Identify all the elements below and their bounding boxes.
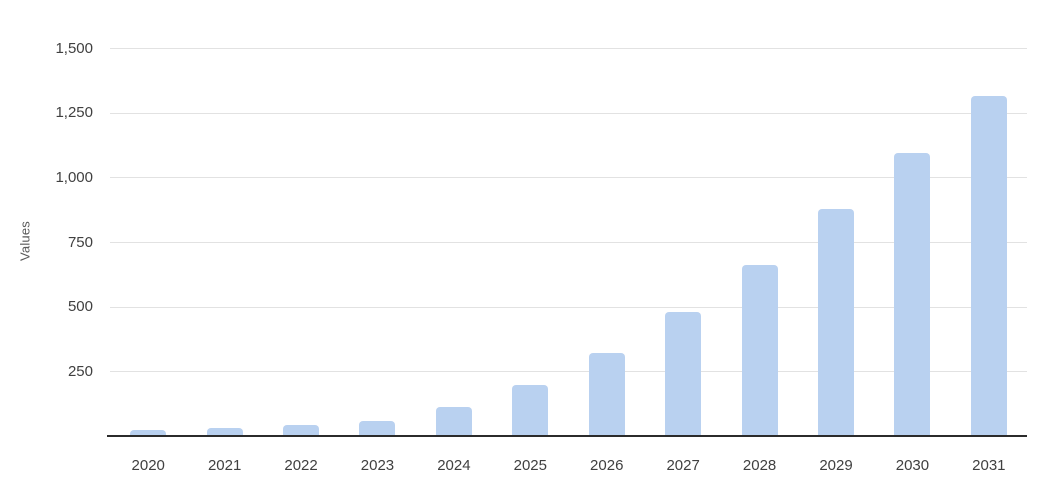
x-tick-label: 2023 xyxy=(360,457,395,474)
x-tick-label: 2031 xyxy=(972,457,1006,474)
x-axis-labels: 2020 2021 2022 2023 2024 2025 2026 2027 2028 2029… xyxy=(110,456,1027,476)
y-tick-label: 1,000 xyxy=(55,168,93,186)
x-tick-label: 2029 xyxy=(819,457,853,474)
bar-2022 xyxy=(283,425,320,436)
bar-slot xyxy=(951,48,1027,436)
bar-slot xyxy=(416,48,492,436)
x-tick-label: 2026 xyxy=(590,457,624,474)
gridline xyxy=(110,177,1027,179)
x-tick-label: 2028 xyxy=(742,457,777,474)
bar-2031 xyxy=(970,96,1007,436)
bar-slot xyxy=(798,48,874,436)
bar-slot xyxy=(263,48,339,436)
y-tick-label: 500 xyxy=(67,298,93,316)
x-tick-label: 2024 xyxy=(437,457,471,474)
x-axis-line xyxy=(107,435,1027,437)
bar-series xyxy=(110,48,1027,436)
gridline xyxy=(110,371,1027,373)
bar-slot xyxy=(110,48,186,436)
bar-2030 xyxy=(894,153,931,436)
x-tick-label: 2027 xyxy=(666,457,700,474)
gridline xyxy=(110,112,1027,114)
gridline xyxy=(110,48,1027,49)
bar-2026 xyxy=(588,352,625,436)
bar-slot xyxy=(492,48,568,436)
bar-slot xyxy=(645,48,721,436)
bar-2029 xyxy=(818,209,854,436)
y-tick-label: 1,500 xyxy=(55,39,93,57)
x-tick-label: 2030 xyxy=(895,457,930,474)
x-tick-label: 2025 xyxy=(513,457,547,474)
bar-2020 xyxy=(130,429,167,436)
y-tick-label: 250 xyxy=(67,362,93,380)
bar-slot xyxy=(874,48,950,436)
bar-slot xyxy=(569,48,645,436)
y-axis-tick-labels: 250 500 750 1,000 1,250 1,500 xyxy=(0,0,93,486)
x-tick-label: 2021 xyxy=(207,457,242,474)
bar-2023 xyxy=(359,421,396,436)
gridline xyxy=(110,242,1027,243)
gridline xyxy=(110,306,1027,308)
y-tick-label: 750 xyxy=(67,233,93,251)
x-tick-label: 2020 xyxy=(131,457,165,474)
x-tick-label: 2022 xyxy=(284,457,318,474)
bar-slot xyxy=(339,48,415,436)
bar-slot xyxy=(721,48,797,436)
plot-area xyxy=(107,48,1027,437)
bar-2027 xyxy=(665,312,702,436)
bar-slot xyxy=(186,48,262,436)
bar-2024 xyxy=(435,407,472,436)
bar-2021 xyxy=(206,427,243,436)
y-tick-label: 1,250 xyxy=(55,104,93,122)
bar-2028 xyxy=(741,265,778,436)
bar-2025 xyxy=(512,385,549,436)
